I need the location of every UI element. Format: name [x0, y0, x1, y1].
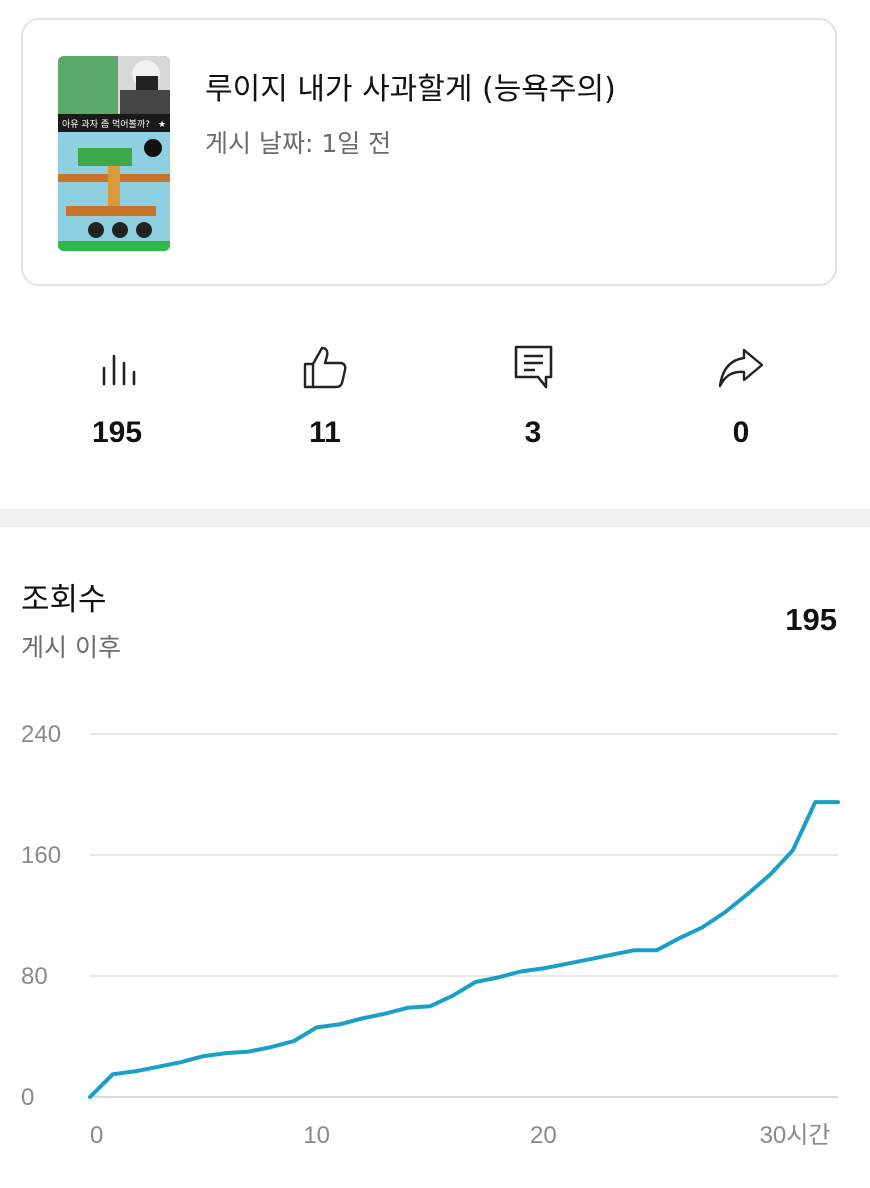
x-tick-label: 10: [303, 1122, 330, 1149]
posted-date: 게시 날짜: 1일 전: [205, 129, 392, 158]
thumbnail-caption: 아유 과자 좀 먹어볼까?: [62, 119, 150, 130]
section-divider: [0, 509, 870, 527]
views-subtitle: 게시 이후: [21, 633, 121, 662]
y-tick-label: 160: [21, 842, 61, 869]
video-card[interactable]: 아유 과자 좀 먹어볼까? ★ 루이지 내가 사과할게 (능욕주의) 게시 날짜…: [21, 18, 837, 286]
stats-row: 195 11 3 0: [0, 340, 870, 460]
thumbnail-overlay-mark: ★: [158, 120, 166, 130]
x-tick-label: 20: [530, 1122, 557, 1149]
shares-stat[interactable]: 0: [661, 340, 821, 460]
views-line-chart: 0 80 160 240 0 10 20 30시간: [21, 721, 840, 1149]
share-icon: [718, 348, 764, 388]
comments-stat[interactable]: 3: [453, 340, 613, 460]
x-tick-label: 30시간: [760, 1122, 831, 1149]
video-thumbnail[interactable]: 아유 과자 좀 먹어볼까? ★: [58, 56, 170, 251]
shares-count: 0: [732, 416, 750, 449]
series-line-0: [88, 800, 840, 1099]
y-tick-label: 80: [21, 963, 48, 990]
bar-chart-icon: [102, 354, 136, 386]
y-tick-label: 0: [21, 1084, 34, 1111]
comments-count: 3: [524, 416, 542, 449]
video-title: 루이지 내가 사과할게 (능욕주의): [205, 72, 616, 107]
x-tick-label: 0: [90, 1122, 103, 1149]
comment-icon: [514, 345, 553, 389]
likes-count: 11: [309, 416, 341, 449]
thumbs-up-icon: [303, 346, 347, 389]
views-count: 195: [91, 416, 143, 449]
views-total: 195: [785, 602, 837, 637]
likes-stat[interactable]: 11: [245, 340, 405, 460]
y-tick-label: 240: [21, 721, 61, 748]
views-title: 조회수: [21, 582, 107, 618]
views-stat[interactable]: 195: [37, 340, 197, 460]
